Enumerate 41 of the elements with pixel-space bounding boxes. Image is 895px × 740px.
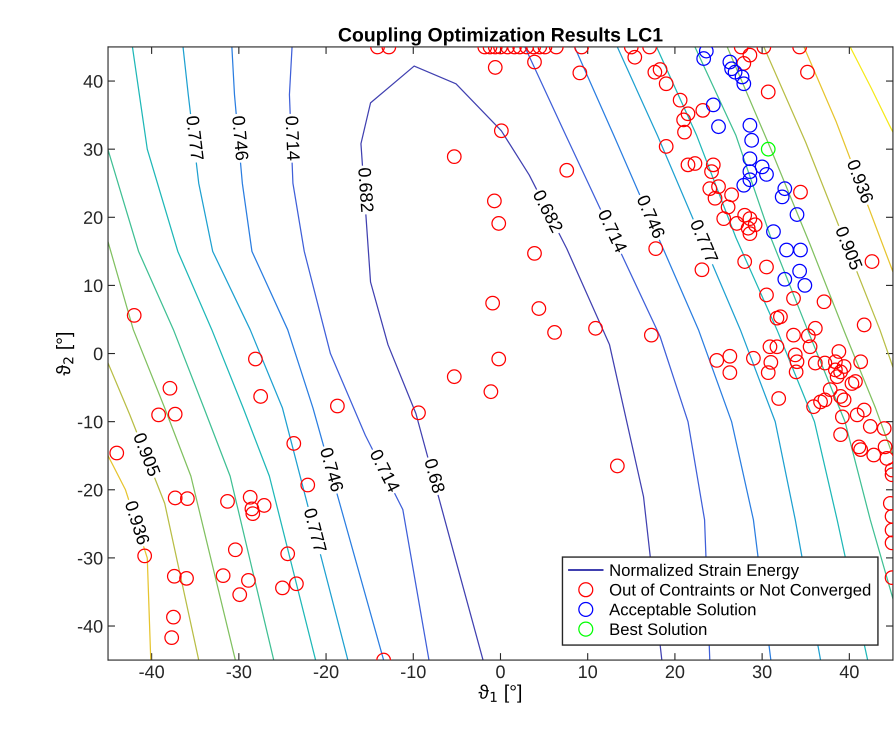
y-tick-label: 0 <box>94 347 102 360</box>
x-tick-label: -20 <box>314 665 338 678</box>
y-tick-label: 30 <box>84 143 102 156</box>
x-axis-title: ϑ$_{1}$ [°] <box>478 684 522 703</box>
y-tick-label: 10 <box>84 279 102 292</box>
y-tick-label: -40 <box>78 620 102 633</box>
annotation: 0.682 <box>532 188 564 234</box>
y-tick-label: -10 <box>78 416 102 428</box>
x-tick-label: 0 <box>496 665 505 678</box>
annotation: 0.714 <box>285 116 300 161</box>
legend-label: Out of Contraints or Not Converged <box>610 583 870 600</box>
y-tick-label: 40 <box>84 74 102 88</box>
x-tick-label: 20 <box>666 665 684 678</box>
annotation: 0.682 <box>358 168 374 212</box>
annotation: 0.905 <box>133 432 161 478</box>
annotation: 0.777 <box>690 218 719 264</box>
annotation: 0.746 <box>636 194 666 240</box>
annotation: 0.905 <box>835 225 864 271</box>
legend-label: Best Solution <box>610 622 706 636</box>
x-tick-label: 10 <box>579 665 598 678</box>
annotation: 0.714 <box>598 208 628 254</box>
legend-label: Acceptable Solution <box>609 603 756 619</box>
legend-label: Normalized Strain Energy <box>610 564 799 580</box>
y-tick-label: -30 <box>78 552 102 565</box>
annotation: 0.777 <box>304 507 327 553</box>
y-tick-label: 20 <box>84 211 102 224</box>
annotation: 0.746 <box>232 116 249 160</box>
annotation: 0.936 <box>124 500 150 546</box>
x-tick-label: -30 <box>226 665 252 678</box>
annotation: 0.68 <box>424 458 446 494</box>
y-axis-title: ϑ$_{2}$ [°] <box>56 332 74 376</box>
annotation: 0.777 <box>186 116 204 160</box>
x-tick-label: -40 <box>139 665 164 678</box>
x-tick-label: -10 <box>401 665 426 678</box>
annotation: 0.714 <box>369 448 401 494</box>
annotation: 0.746 <box>320 446 344 492</box>
x-tick-label: 40 <box>840 665 859 678</box>
y-tick-label: -20 <box>78 484 102 496</box>
x-tick-label: 30 <box>752 665 772 678</box>
chart-title: Coupling Optimization Results LC1 <box>338 27 663 46</box>
annotation: 0.936 <box>846 158 874 204</box>
